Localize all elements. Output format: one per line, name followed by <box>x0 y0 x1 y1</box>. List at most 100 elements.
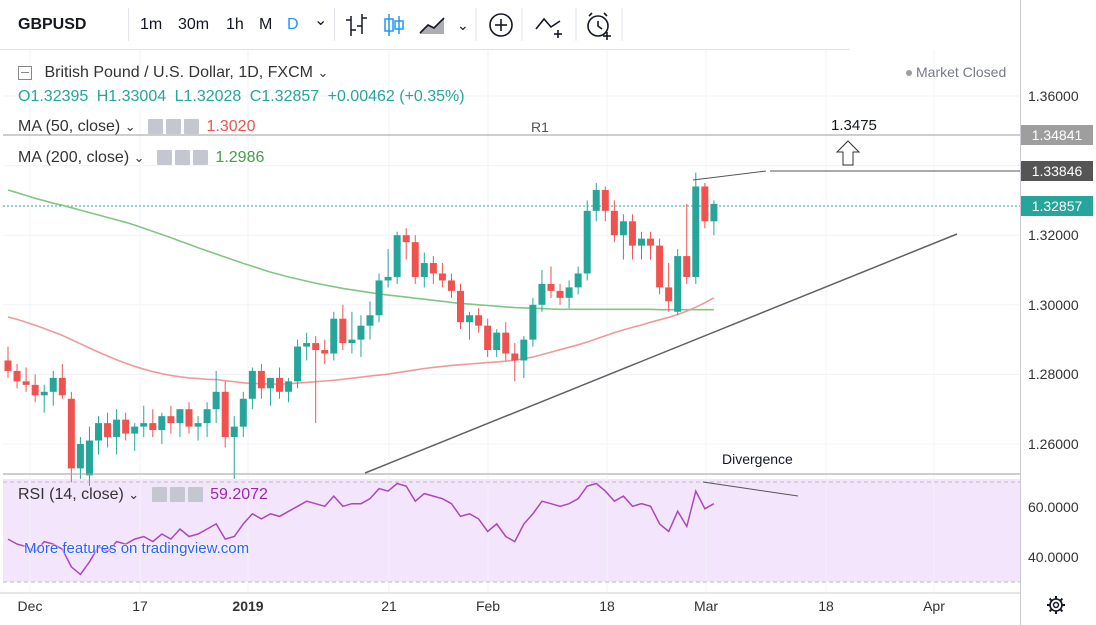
price-divergence-line[interactable] <box>692 170 767 181</box>
style-chevron-down-icon[interactable]: ⌄ <box>457 17 469 33</box>
ma200-controls[interactable] <box>156 149 211 167</box>
candle-body <box>466 315 474 323</box>
candle <box>601 186 609 222</box>
candle-body <box>194 423 202 427</box>
candle-body <box>185 409 193 427</box>
candle-body <box>239 398 247 427</box>
bar-style-icon[interactable] <box>346 14 367 36</box>
settings-icon[interactable] <box>174 150 190 166</box>
candle-body <box>348 339 356 344</box>
rsi-controls[interactable] <box>151 486 206 504</box>
tradingview-watermark-link[interactable]: More features on tradingview.com <box>24 540 250 557</box>
ma50-line <box>7 297 715 385</box>
candle-body <box>95 423 102 441</box>
candle <box>167 405 175 434</box>
candle <box>257 363 265 399</box>
interval-30m[interactable]: 30m <box>178 16 210 33</box>
area-style-icon[interactable] <box>419 17 445 34</box>
candle-body <box>402 235 410 243</box>
candle-body <box>176 409 184 424</box>
ma200-path <box>7 189 714 311</box>
candle <box>239 391 247 438</box>
time-tick: 2019 <box>232 598 264 614</box>
candle <box>321 339 329 364</box>
candle <box>529 297 537 347</box>
candle <box>402 228 410 260</box>
price-tick: 1.36000 <box>1028 88 1079 104</box>
ma50-chevron-down-icon[interactable]: ⌄ <box>124 119 136 135</box>
ma50-legend[interactable]: MA (50, close) ⌄ 1.3020 <box>18 118 255 136</box>
close-icon[interactable] <box>192 150 208 166</box>
interval-1m[interactable]: 1m <box>140 16 163 33</box>
price-tick: 1.30000 <box>1028 297 1079 313</box>
ma200-line <box>7 189 714 311</box>
candle-body <box>303 343 311 347</box>
ma50-controls[interactable] <box>148 118 202 136</box>
candle <box>357 315 365 357</box>
interval-1h[interactable]: 1h <box>226 16 244 33</box>
candle-body <box>547 283 555 291</box>
eye-icon[interactable] <box>148 119 164 135</box>
rsi-divergence-line[interactable] <box>702 481 799 497</box>
compare-icon[interactable] <box>535 17 562 38</box>
candle <box>457 283 464 330</box>
change-value: +0.00462 (+0.35%) <box>327 88 465 105</box>
symbol-search[interactable]: GBPUSD <box>18 16 87 33</box>
candle <box>76 437 84 479</box>
candle-body <box>104 423 112 438</box>
candle <box>420 252 428 288</box>
candle <box>113 409 121 455</box>
eye-icon[interactable] <box>151 487 167 503</box>
candle <box>583 200 591 281</box>
legend-chevron-down-icon[interactable]: ⌄ <box>317 65 329 80</box>
candle <box>194 416 202 441</box>
add-indicator-icon[interactable] <box>489 13 513 37</box>
candle <box>493 329 501 357</box>
collapse-legend-icon[interactable] <box>18 65 32 80</box>
candle <box>475 308 483 333</box>
ma200-chevron-down-icon[interactable]: ⌄ <box>133 150 145 166</box>
candle <box>438 263 446 288</box>
target-arrow-icon[interactable] <box>835 140 861 166</box>
candle-body <box>502 332 510 354</box>
settings-icon[interactable] <box>169 487 185 503</box>
candle-body <box>384 276 392 281</box>
rsi-legend[interactable]: RSI (14, close) ⌄ 59.2072 <box>18 486 268 504</box>
gear-icon[interactable] <box>1047 596 1065 614</box>
r1-label: R1 <box>531 119 549 135</box>
candle-body <box>538 283 546 305</box>
candle <box>40 384 48 413</box>
candle-body <box>49 377 57 392</box>
candles-style-icon[interactable] <box>384 14 404 36</box>
candle <box>212 370 220 424</box>
rsi-chevron-down-icon[interactable]: ⌄ <box>128 487 140 503</box>
trendline[interactable] <box>364 233 958 474</box>
candle-body <box>475 315 483 326</box>
alert-clock-icon[interactable] <box>587 12 611 40</box>
candle-body <box>628 221 636 246</box>
candle-body <box>285 381 293 392</box>
interval-month[interactable]: M <box>259 16 273 33</box>
candle <box>176 409 184 438</box>
market-status: Market Closed <box>906 64 1006 80</box>
interval-day[interactable]: D <box>287 16 299 33</box>
candle-body <box>493 332 501 351</box>
candle-body <box>76 444 84 469</box>
candle-body <box>67 398 75 469</box>
candle <box>384 249 392 288</box>
candle-body <box>375 280 383 316</box>
close-icon[interactable] <box>187 487 203 503</box>
candle-body <box>230 426 238 438</box>
settings-icon[interactable] <box>166 119 182 135</box>
candle-body <box>149 423 157 431</box>
candle <box>85 426 93 486</box>
close-icon[interactable] <box>184 119 200 135</box>
price-axis-border <box>1020 0 1021 625</box>
candle <box>348 311 356 354</box>
ma200-legend[interactable]: MA (200, close) ⌄ 1.2986 <box>18 149 264 167</box>
interval-chevron-down-icon[interactable]: ⌄ <box>314 12 328 29</box>
candle-body <box>638 238 645 246</box>
candle-body <box>574 273 582 288</box>
candle <box>547 266 555 298</box>
eye-icon[interactable] <box>156 150 172 166</box>
